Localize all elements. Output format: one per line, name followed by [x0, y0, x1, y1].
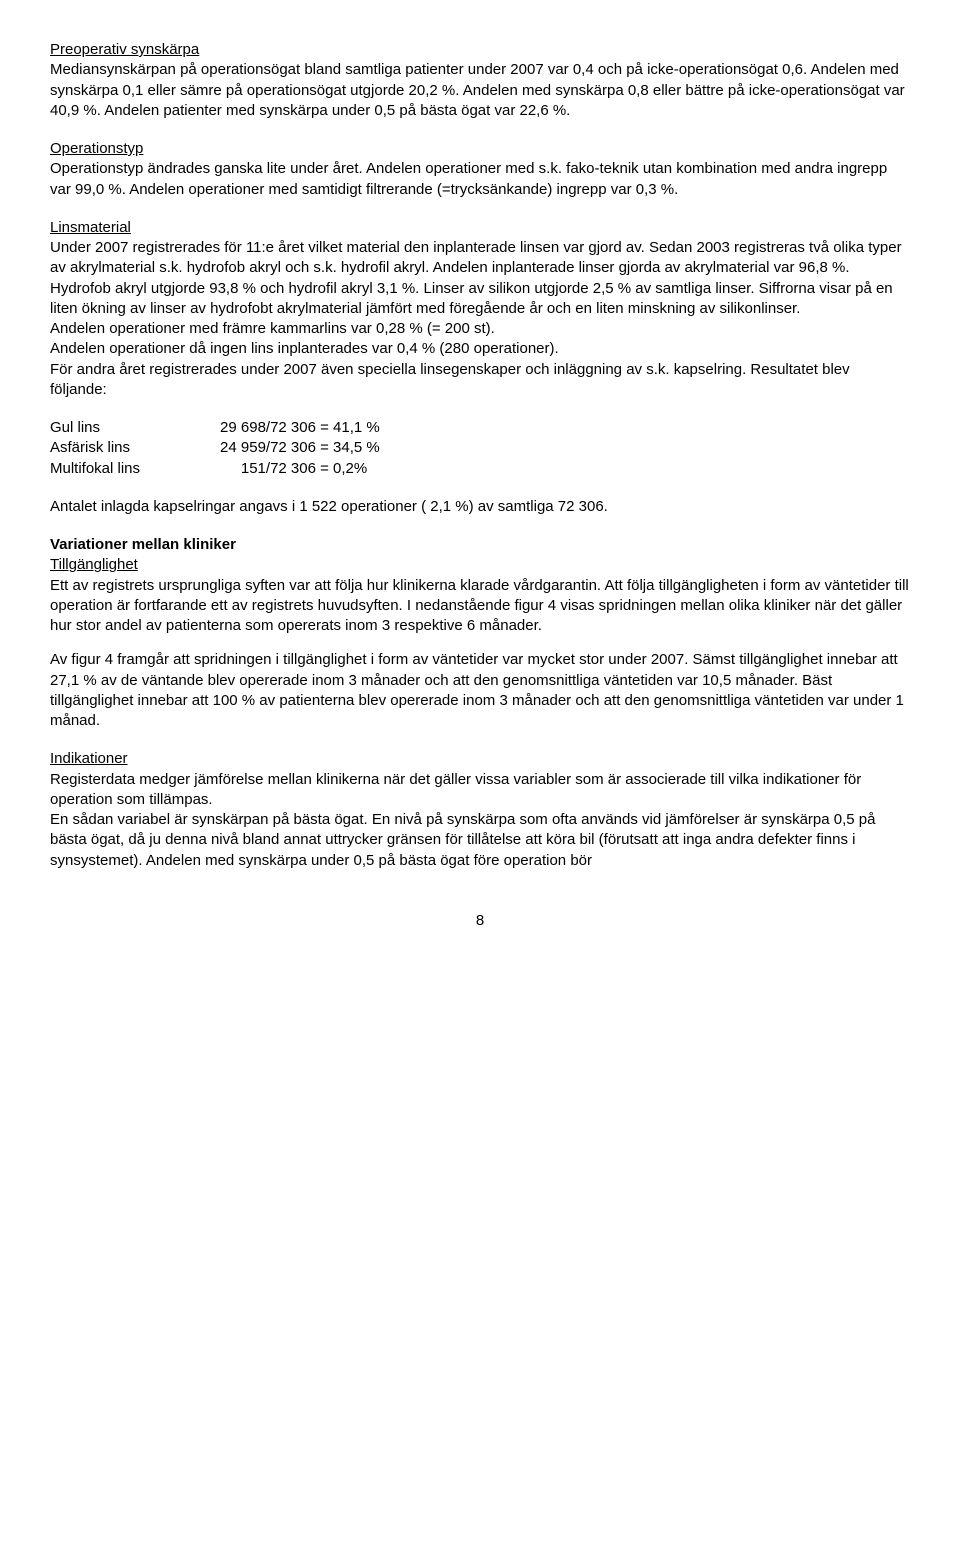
body-lens-2: Andelen operationer med främre kammarlin…	[50, 320, 495, 337]
subheading-availability: Tillgänglighet	[50, 556, 138, 573]
section-preop: Preoperativ synskärpa Mediansynskärpan p…	[50, 40, 910, 121]
section-indications: Indikationer Registerdata medger jämföre…	[50, 749, 910, 871]
table-row: Gul lins 29 698/72 306 = 41,1 %	[50, 418, 380, 438]
subheading-indications: Indikationer	[50, 750, 128, 767]
lens-label: Asfärisk lins	[50, 438, 220, 458]
page-number: 8	[50, 911, 910, 931]
table-row: Multifokal lins 151/72 306 = 0,2%	[50, 459, 380, 479]
heading-variation: Variationer mellan kliniker	[50, 536, 236, 553]
lens-label: Multifokal lins	[50, 459, 220, 479]
heading-optype: Operationstyp	[50, 140, 143, 157]
heading-preop: Preoperativ synskärpa	[50, 41, 199, 58]
heading-lens: Linsmaterial	[50, 219, 131, 236]
section-optype: Operationstyp Operationstyp ändrades gan…	[50, 139, 910, 200]
lens-label: Gul lins	[50, 418, 220, 438]
lens-value: 29 698/72 306 = 41,1 %	[220, 418, 380, 438]
section-variation: Variationer mellan kliniker Tillgängligh…	[50, 535, 910, 636]
body-indications-1: Registerdata medger jämförelse mellan kl…	[50, 771, 861, 808]
body-indications-2: En sådan variabel är synskärpan på bästa…	[50, 811, 875, 869]
body-availability-2: Av figur 4 framgår att spridningen i til…	[50, 650, 910, 731]
body-optype: Operationstyp ändrades ganska lite under…	[50, 160, 887, 197]
lens-value: 151/72 306 = 0,2%	[220, 459, 380, 479]
section-lens: Linsmaterial Under 2007 registrerades fö…	[50, 218, 910, 400]
body-lens-3: Andelen operationer då ingen lins inplan…	[50, 340, 559, 357]
kapsel-line: Antalet inlagda kapselringar angavs i 1 …	[50, 497, 910, 517]
body-preop: Mediansynskärpan på operationsögat bland…	[50, 61, 905, 119]
lens-table: Gul lins 29 698/72 306 = 41,1 % Asfärisk…	[50, 418, 380, 479]
table-row: Asfärisk lins 24 959/72 306 = 34,5 %	[50, 438, 380, 458]
body-lens-4: För andra året registrerades under 2007 …	[50, 361, 850, 398]
lens-value: 24 959/72 306 = 34,5 %	[220, 438, 380, 458]
page-content: Preoperativ synskärpa Mediansynskärpan p…	[0, 0, 960, 971]
body-lens-1: Under 2007 registrerades för 11:e året v…	[50, 239, 902, 317]
body-availability-1: Ett av registrets ursprungliga syften va…	[50, 577, 909, 635]
